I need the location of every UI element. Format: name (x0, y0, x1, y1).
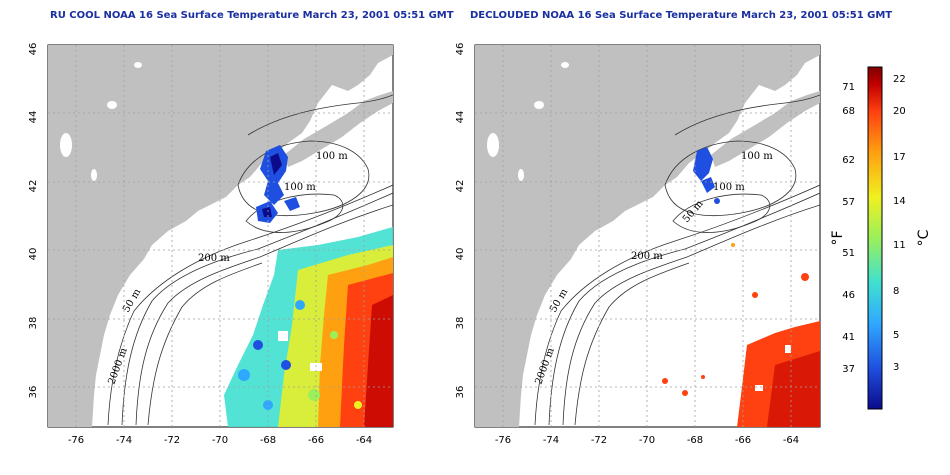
svg-text:38: 38 (28, 317, 39, 330)
map-panel-left: 100 m 100 m 200 m 50 m 2000 m 46 44 42 4… (28, 43, 394, 446)
svg-text:-72: -72 (591, 435, 607, 446)
sst-warm-region (662, 243, 820, 427)
svg-text:44: 44 (455, 111, 466, 124)
svg-text:3: 3 (893, 362, 899, 373)
svg-text:-74: -74 (543, 435, 559, 446)
svg-text:36: 36 (28, 386, 39, 399)
svg-text:57: 57 (842, 197, 855, 208)
svg-text:-68: -68 (687, 435, 703, 446)
lon-axis-left: -76 -74 -72 -70 -68 -66 -64 (68, 435, 372, 446)
map-panel-right: 100 m 100 m 50 m 200 m 50 m 2000 m 46 44… (455, 43, 821, 446)
lat-axis-left: 46 44 42 40 38 36 (28, 43, 39, 399)
lat-axis-right: 46 44 42 40 38 36 (455, 43, 466, 399)
svg-text:17: 17 (893, 152, 906, 163)
svg-text:38: 38 (455, 317, 466, 330)
svg-text:41: 41 (842, 332, 855, 343)
celsius-ticks: 22 20 17 14 11 8 5 3 (893, 74, 906, 373)
graticule (475, 45, 820, 427)
svg-text:-72: -72 (164, 435, 180, 446)
celsius-label: °C (916, 229, 932, 246)
svg-text:40: 40 (28, 248, 39, 261)
contour-label: 100 m (713, 182, 745, 193)
colorbar-gradient (867, 66, 883, 410)
svg-text:-70: -70 (639, 435, 655, 446)
lon-axis-right: -76 -74 -72 -70 -68 -66 -64 (495, 435, 799, 446)
svg-text:46: 46 (842, 290, 855, 301)
svg-text:44: 44 (28, 111, 39, 124)
svg-text:-76: -76 (495, 435, 511, 446)
svg-text:-64: -64 (356, 435, 372, 446)
svg-text:51: 51 (842, 248, 855, 259)
svg-text:5: 5 (893, 330, 899, 341)
fahrenheit-ticks: 71 68 62 57 51 46 41 37 (842, 82, 855, 375)
panel-title-right: DECLOUDED NOAA 16 Sea Surface Temperatur… (470, 10, 893, 21)
svg-text:36: 36 (455, 386, 466, 399)
svg-text:-74: -74 (116, 435, 132, 446)
svg-text:46: 46 (28, 43, 39, 56)
svg-text:8: 8 (893, 286, 899, 297)
svg-text:11: 11 (893, 240, 906, 251)
contour-label: 100 m (284, 182, 316, 193)
contour-label: 100 m (316, 151, 348, 162)
panel-title-left: RU COOL NOAA 16 Sea Surface Temperature … (50, 10, 454, 21)
svg-text:-68: -68 (260, 435, 276, 446)
svg-text:42: 42 (455, 180, 466, 193)
svg-text:68: 68 (842, 106, 855, 117)
svg-text:-64: -64 (783, 435, 799, 446)
sst-cold-patch (693, 147, 720, 204)
svg-text:22: 22 (893, 74, 906, 85)
svg-text:-76: -76 (68, 435, 84, 446)
contour-label: 100 m (741, 151, 773, 162)
svg-text:42: 42 (28, 180, 39, 193)
svg-text:71: 71 (842, 82, 855, 93)
svg-text:-66: -66 (308, 435, 324, 446)
contour-label: 200 m (198, 253, 230, 264)
svg-text:-70: -70 (212, 435, 228, 446)
svg-text:-66: -66 (735, 435, 751, 446)
graticule (48, 45, 393, 427)
svg-text:14: 14 (893, 196, 906, 207)
svg-text:62: 62 (842, 155, 855, 166)
fahrenheit-label: °F (830, 230, 846, 245)
svg-text:20: 20 (893, 106, 906, 117)
svg-text:37: 37 (842, 364, 855, 375)
svg-text:46: 46 (455, 43, 466, 56)
svg-text:40: 40 (455, 248, 466, 261)
colorbar: 71 68 62 57 51 46 41 37 22 20 17 14 11 8… (830, 66, 932, 410)
contour-label: 200 m (631, 251, 663, 262)
